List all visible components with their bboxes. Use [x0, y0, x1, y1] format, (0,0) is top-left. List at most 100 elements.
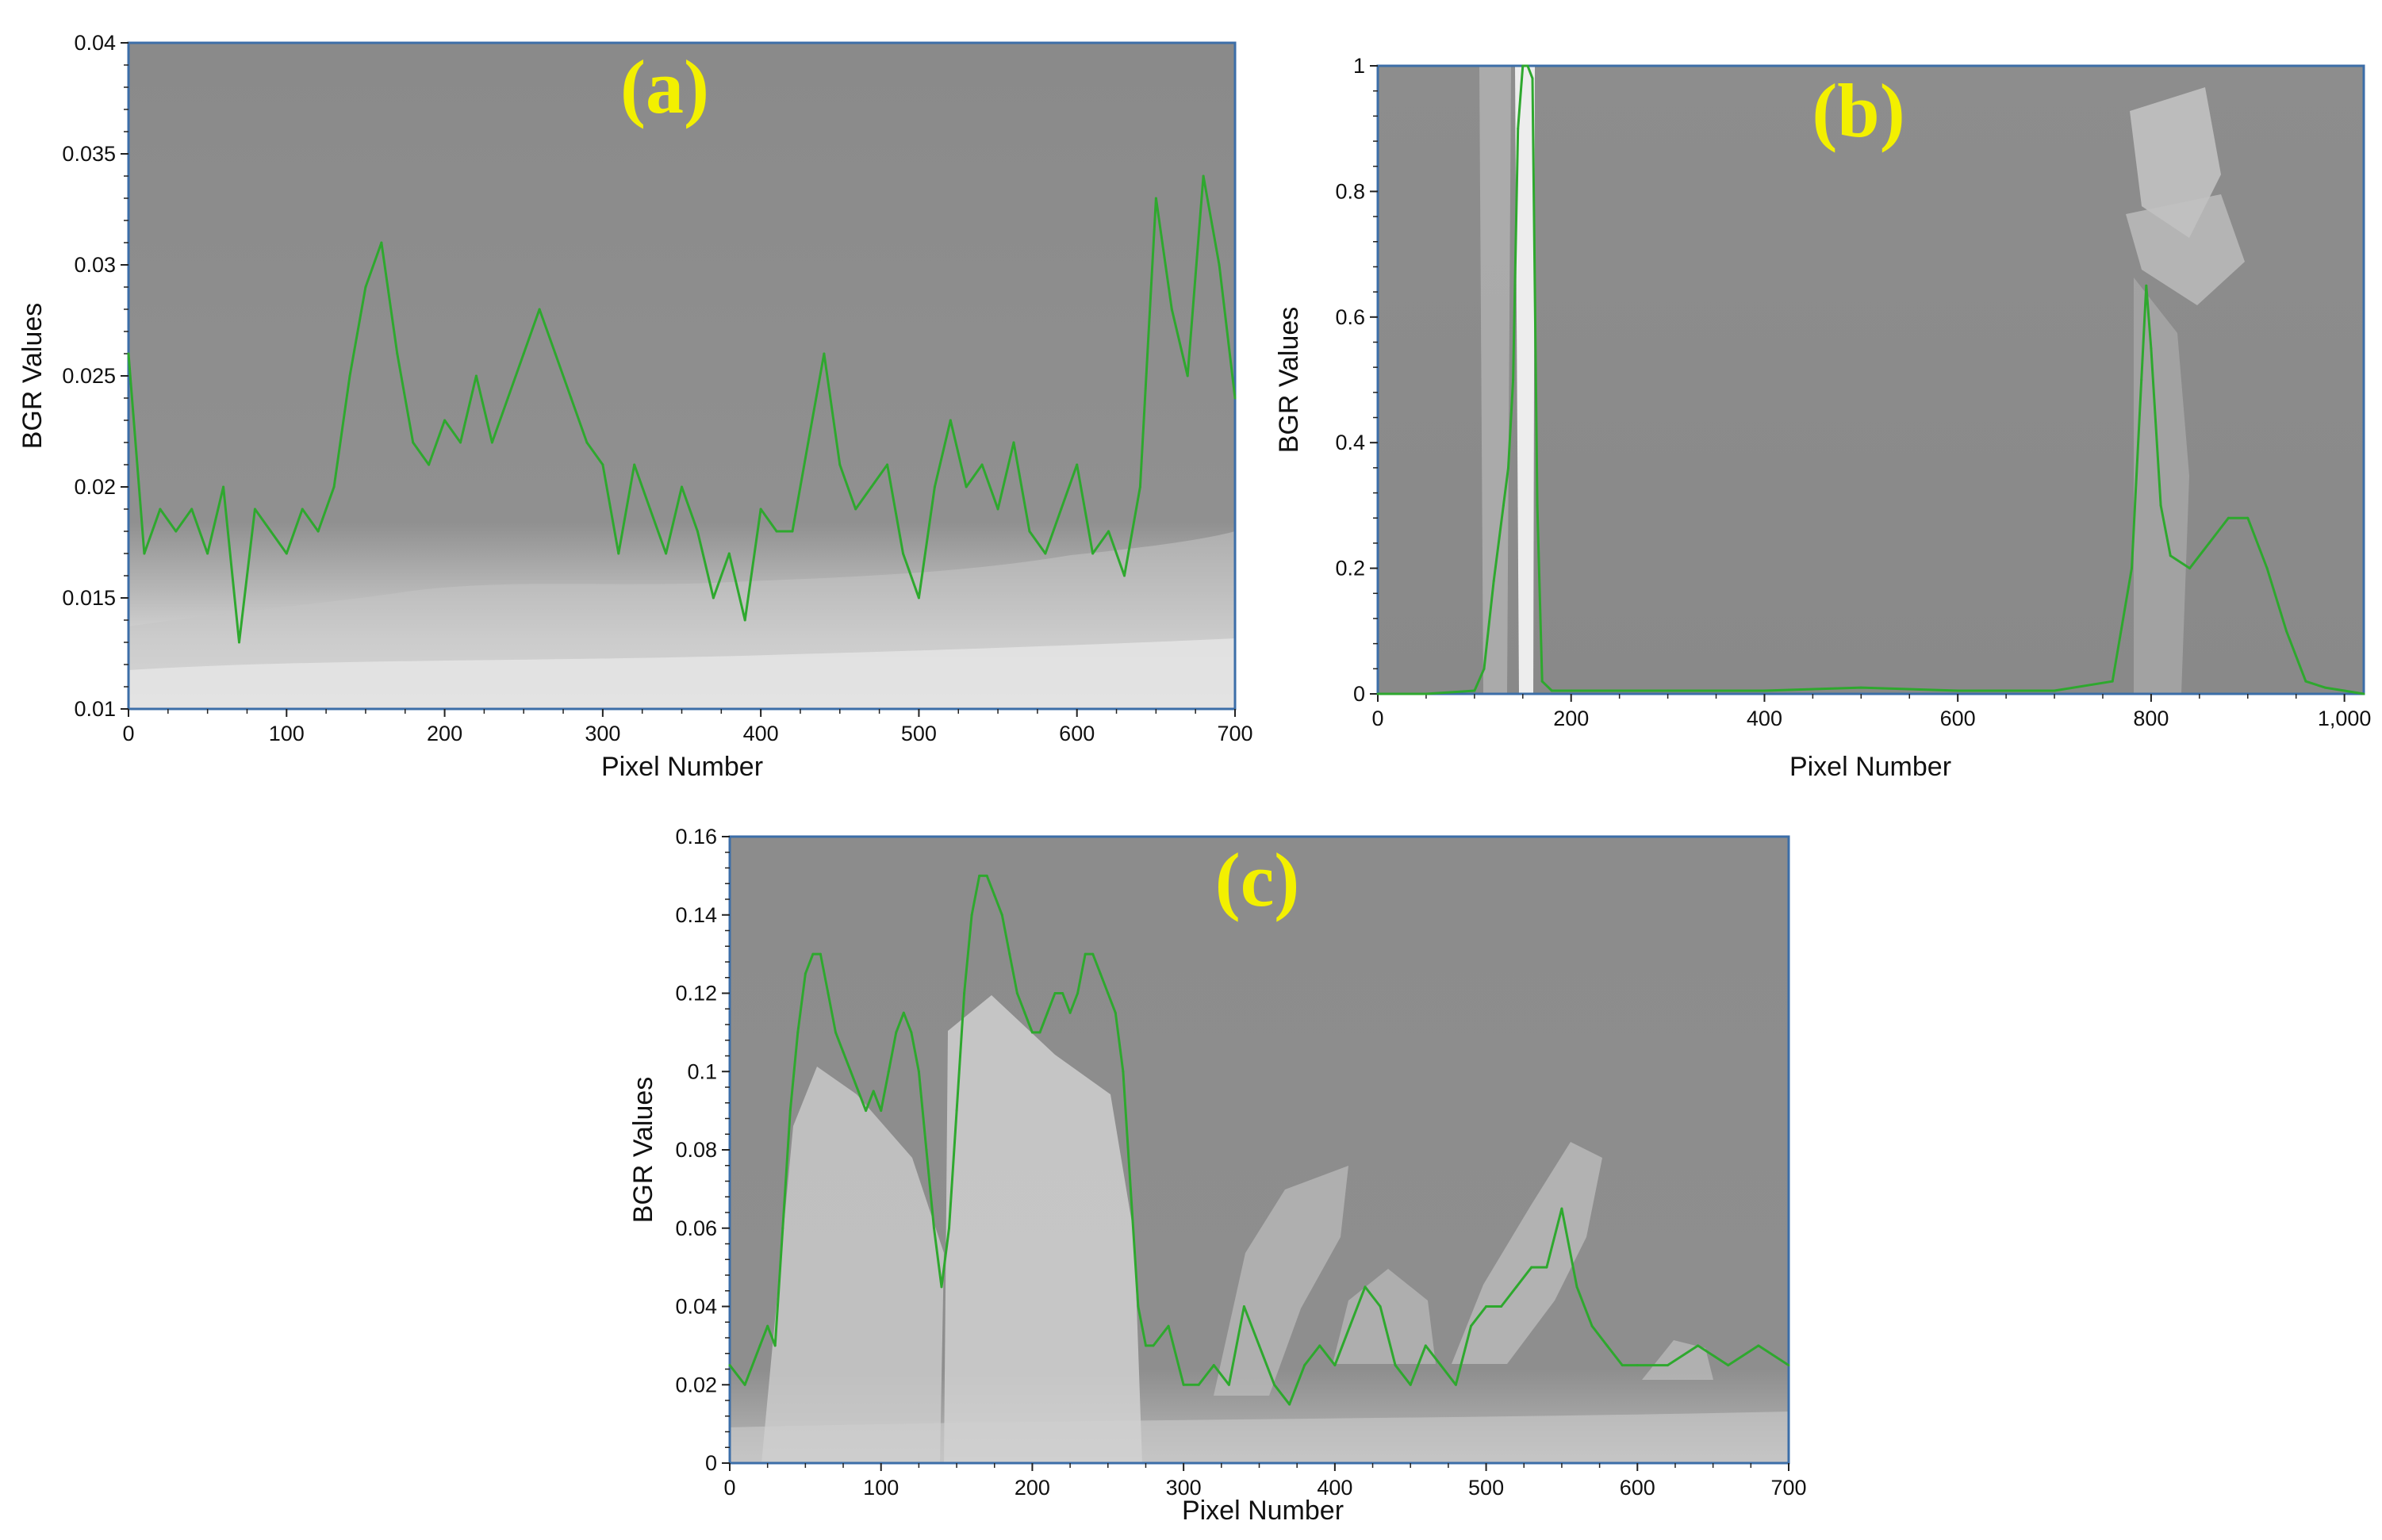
data-point	[1590, 1324, 1594, 1327]
data-point	[1107, 992, 1110, 994]
data-point	[775, 530, 778, 533]
panel-label: (b)	[1812, 68, 1904, 153]
y-tick-label: 0.2	[1335, 557, 1365, 580]
data-point	[933, 485, 936, 488]
data-point	[443, 419, 447, 422]
data-point	[773, 1344, 777, 1347]
data-point	[2188, 567, 2192, 570]
data-point	[1197, 1383, 1200, 1386]
data-point	[917, 596, 920, 600]
x-tick-label: 400	[1317, 1476, 1352, 1500]
y-tick-label: 0.06	[675, 1216, 717, 1240]
data-point	[823, 352, 826, 355]
data-point	[1473, 689, 1476, 692]
data-point	[190, 508, 194, 511]
data-point	[1233, 396, 1237, 400]
axis-ticks: 0 100 200 300 400 500 600 700 0 0.02 0.04 0.06 0.08 0…	[675, 825, 1806, 1500]
y-tick-label: 0.14	[675, 903, 717, 927]
panel-b: 0 200 400 600 800 1,000 0 0.2 0.4 0.6 0.8 1 (b) Pix…	[1274, 54, 2371, 782]
data-point	[1023, 1011, 1026, 1014]
data-point	[2362, 692, 2365, 695]
data-point	[1605, 1344, 1609, 1347]
panel-c: 0 100 200 300 400 500 600 700 0 0.02 0.04 0.06 0.08 0…	[628, 825, 1807, 1526]
data-point	[1030, 1031, 1034, 1034]
data-point	[633, 463, 636, 466]
data-point	[506, 396, 509, 400]
data-point	[1028, 530, 1031, 533]
y-tick-label: 0.02	[675, 1373, 717, 1396]
data-point	[796, 1031, 800, 1034]
data-point	[585, 441, 589, 444]
series-group	[127, 174, 1237, 644]
x-tick-label: 300	[1166, 1476, 1202, 1500]
data-point	[1123, 574, 1126, 577]
data-point	[1727, 1364, 1730, 1367]
data-point	[955, 1109, 958, 1113]
data-point	[1348, 1324, 1352, 1327]
panel-label: (a)	[620, 44, 709, 129]
data-point	[1144, 1344, 1147, 1347]
data-point	[1439, 1364, 1442, 1367]
data-point	[827, 992, 830, 994]
y-axis-title: BGR Values	[1274, 307, 1304, 454]
x-tick-label: 100	[863, 1476, 899, 1500]
data-point	[850, 1070, 853, 1073]
data-point	[428, 463, 431, 466]
x-tick-label: 0	[122, 722, 134, 745]
data-point	[1956, 689, 1959, 692]
data-point	[490, 441, 493, 444]
data-point	[1044, 552, 1047, 555]
data-point	[159, 508, 162, 511]
data-point	[781, 1227, 784, 1230]
data-point	[811, 952, 815, 956]
data-point	[1376, 692, 1379, 695]
data-point	[1500, 1305, 1503, 1308]
data-point	[819, 952, 822, 956]
data-point	[396, 352, 399, 355]
data-point	[380, 241, 383, 244]
data-point	[696, 530, 699, 533]
data-point	[1053, 992, 1057, 994]
data-point	[1530, 1266, 1533, 1269]
data-point	[743, 619, 746, 622]
x-tick-label: 1,000	[2318, 707, 2372, 730]
series-group	[728, 874, 1790, 1406]
data-point	[2053, 689, 2056, 692]
data-point	[1152, 1344, 1155, 1347]
data-point	[857, 1090, 860, 1093]
x-tick-label: 200	[1015, 1476, 1050, 1500]
data-point	[1015, 992, 1018, 994]
x-axis-title: Pixel Number	[1789, 752, 1951, 782]
x-tick-label: 500	[1468, 1476, 1504, 1500]
data-point	[1521, 64, 1525, 67]
data-point	[1667, 689, 1670, 692]
data-point	[1424, 1344, 1427, 1347]
data-point	[1492, 579, 1495, 582]
data-point	[1540, 680, 1544, 683]
surface-texture	[128, 531, 1235, 709]
data-point	[1046, 1011, 1049, 1014]
y-tick-label: 0.035	[62, 142, 116, 166]
x-axis-title: Pixel Number	[601, 752, 763, 782]
axis-ticks: 0 200 400 600 800 1,000 0 0.2 0.4 0.6 0.8 1	[1335, 54, 2371, 730]
data-point	[727, 552, 731, 555]
surface-texture	[1479, 66, 2245, 694]
data-point	[1666, 1364, 1669, 1367]
data-point	[238, 641, 240, 644]
data-point	[1084, 952, 1087, 956]
data-point	[459, 441, 462, 444]
data-point	[1636, 1364, 1639, 1367]
y-tick-label: 0	[705, 1451, 717, 1475]
data-point	[2145, 284, 2148, 287]
data-point	[253, 508, 256, 511]
data-point	[2150, 347, 2153, 350]
data-point	[902, 552, 904, 555]
data-point	[1512, 378, 1515, 381]
data-point	[554, 352, 557, 355]
data-point	[1167, 1324, 1170, 1327]
data-point	[1288, 1403, 1291, 1406]
data-point	[887, 1070, 890, 1073]
data-point	[143, 552, 146, 555]
data-point	[1227, 1383, 1230, 1386]
data-point	[2265, 567, 2269, 570]
